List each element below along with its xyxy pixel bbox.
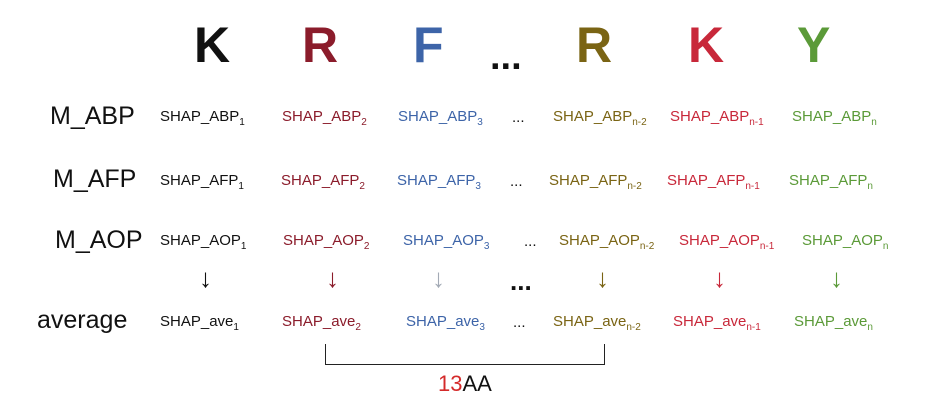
cell-afp-n: SHAP_AFPn — [789, 172, 873, 192]
cell-ave-1: SHAP_ave1 — [160, 313, 239, 333]
cell-abp-n: SHAP_ABPn — [792, 108, 877, 128]
cell-aop-n: SHAP_AOPn — [802, 232, 889, 252]
row-dots-ave: ... — [513, 314, 526, 331]
residue-ellipsis: ... — [490, 36, 522, 78]
cell-afp-1: SHAP_AFP1 — [160, 172, 244, 192]
cell-abp-3: SHAP_ABP3 — [398, 108, 483, 128]
cell-aop-1: SHAP_AOP1 — [160, 232, 247, 252]
row-label-abp: M_ABP — [50, 102, 135, 130]
cell-aop-3: SHAP_AOP3 — [403, 232, 490, 252]
cell-afp-3: SHAP_AFP3 — [397, 172, 481, 192]
residue-letter-2: R — [302, 17, 339, 73]
residue-letter-n1: K — [688, 17, 725, 73]
cell-afp-n2: SHAP_AFPn-2 — [549, 172, 642, 192]
cell-ave-n1: SHAP_aven-1 — [673, 313, 761, 333]
row-dots-afp: ... — [510, 173, 523, 190]
cell-afp-2: SHAP_AFP2 — [281, 172, 365, 192]
window-bracket — [325, 344, 605, 365]
down-arrow-icon-3: ↓ — [432, 263, 445, 293]
row-label-afp: M_AFP — [53, 165, 137, 193]
down-arrow-icon-1: ↓ — [199, 263, 212, 293]
row-dots-aop: ... — [524, 233, 537, 250]
cell-abp-1: SHAP_ABP1 — [160, 108, 245, 128]
residue-letter-n2: R — [576, 17, 613, 73]
down-arrow-icon-n2: ↓ — [596, 263, 609, 293]
row-dots-abp: ... — [512, 109, 525, 126]
residue-letter-n: Y — [797, 17, 831, 73]
cell-ave-n: SHAP_aven — [794, 313, 873, 333]
cell-aop-2: SHAP_AOP2 — [283, 232, 370, 252]
row-label-aop: M_AOP — [55, 226, 143, 254]
window-size-label: 13AA — [438, 373, 492, 395]
row-label-average: average — [37, 306, 128, 334]
cell-abp-n1: SHAP_ABPn-1 — [670, 108, 764, 128]
arrow-row-ellipsis: ... — [510, 266, 532, 296]
residue-letter-1: K — [194, 17, 231, 73]
cell-afp-n1: SHAP_AFPn-1 — [667, 172, 760, 192]
residue-letter-3: F — [413, 17, 444, 73]
cell-abp-2: SHAP_ABP2 — [282, 108, 367, 128]
cell-aop-n2: SHAP_AOPn-2 — [559, 232, 655, 252]
cell-aop-n1: SHAP_AOPn-1 — [679, 232, 775, 252]
down-arrow-icon-n: ↓ — [830, 263, 843, 293]
down-arrow-icon-n1: ↓ — [713, 263, 726, 293]
down-arrow-icon-2: ↓ — [326, 263, 339, 293]
cell-ave-n2: SHAP_aven-2 — [553, 313, 641, 333]
cell-ave-2: SHAP_ave2 — [282, 313, 361, 333]
cell-abp-n2: SHAP_ABPn-2 — [553, 108, 647, 128]
window-size-unit: AA — [462, 371, 492, 396]
window-size-number: 13 — [438, 371, 463, 396]
cell-ave-3: SHAP_ave3 — [406, 313, 485, 333]
